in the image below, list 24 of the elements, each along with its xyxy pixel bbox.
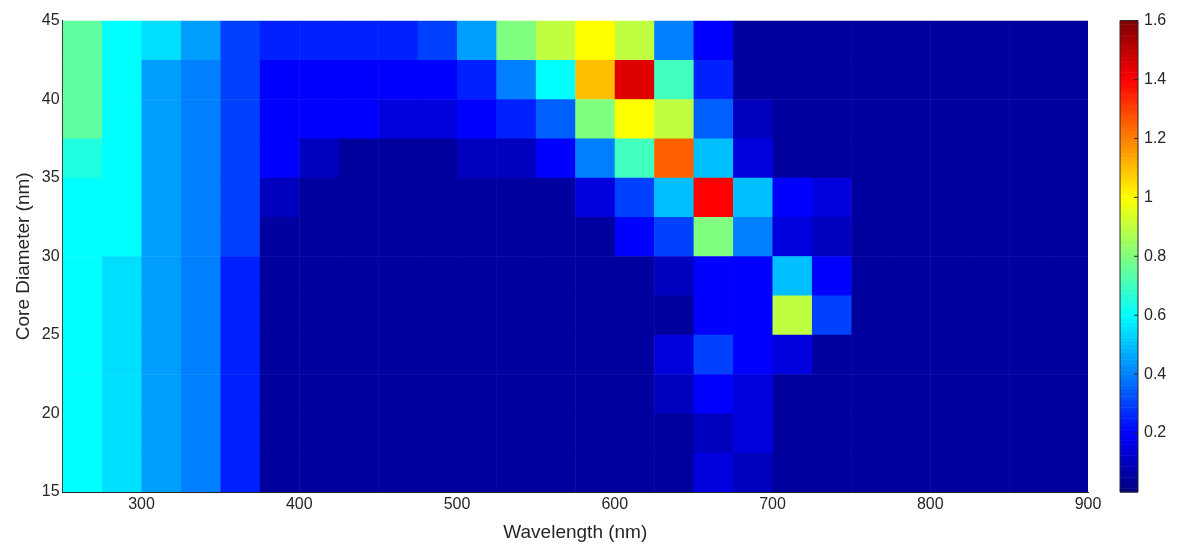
x-tick-label: 700	[759, 495, 786, 513]
color-bar-label: 0.2	[1144, 423, 1167, 441]
y-tick-label: 30	[41, 246, 60, 264]
color-bar-label: 1.6	[1144, 11, 1167, 29]
color-bar-label: 1.4	[1144, 69, 1167, 87]
color-bar-label: 0.4	[1144, 364, 1167, 382]
y-axis-title: Core Diameter (nm)	[11, 172, 33, 341]
y-tick-label: 35	[41, 168, 60, 186]
color-bar-label: 0.6	[1144, 305, 1167, 323]
y-tick-label: 45	[41, 11, 60, 29]
color-bar-label: 1	[1144, 187, 1153, 205]
x-tick-label: 400	[285, 495, 313, 513]
y-tick-label: 20	[41, 403, 60, 421]
x-axis-title: Wavelength (nm)	[503, 520, 648, 542]
y-tick-label: 40	[41, 89, 60, 107]
x-tick-label: 900	[1074, 495, 1102, 513]
x-tick-label: 600	[601, 495, 629, 513]
y-tick-label: 15	[41, 482, 60, 500]
x-tick-label: 500	[443, 495, 471, 513]
color-bar-label: 0.8	[1144, 246, 1167, 264]
y-tick-label: 25	[41, 325, 60, 343]
color-bar-label: 1.2	[1144, 128, 1167, 146]
x-tick-label: 300	[128, 495, 155, 513]
x-tick-label: 800	[916, 495, 944, 513]
